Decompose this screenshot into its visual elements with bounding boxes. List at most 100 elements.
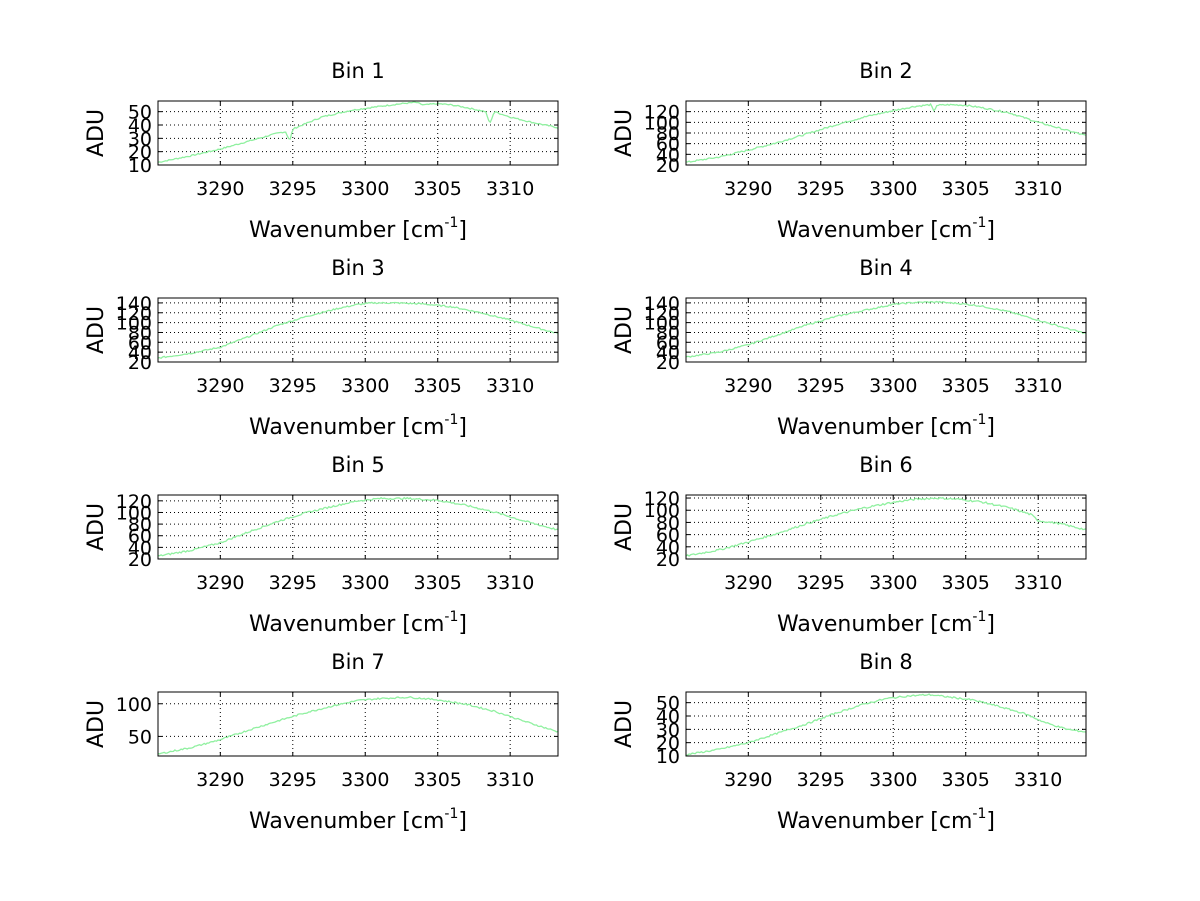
y-axis-label: ADU	[84, 503, 109, 551]
series-line	[157, 496, 559, 557]
x-axis-label: Wavenumber [cm-1]	[777, 412, 995, 440]
series-line	[157, 696, 559, 755]
y-tick-label: 40	[656, 706, 680, 728]
x-tick-label: 3300	[869, 572, 917, 594]
x-tick-label: 3310	[486, 769, 534, 791]
y-tick-label: 10	[656, 746, 680, 768]
y-tick-label: 30	[128, 128, 152, 150]
x-tick-label: 3300	[869, 769, 917, 791]
y-tick-label: 20	[128, 549, 152, 571]
x-tick-label: 3300	[869, 178, 917, 200]
subplot-title: Bin 2	[859, 59, 913, 83]
x-tick-label: 3310	[1014, 375, 1062, 397]
x-tick-label: 3290	[196, 178, 244, 200]
x-tick-label: 3305	[942, 178, 990, 200]
series-line	[685, 496, 1087, 557]
series-line	[685, 693, 1087, 756]
x-tick-label: 3290	[724, 572, 772, 594]
y-tick-label: 80	[128, 322, 152, 344]
x-axis-label: Wavenumber [cm-1]	[777, 215, 995, 243]
y-tick-label: 40	[128, 537, 152, 559]
x-tick-label: 3310	[486, 572, 534, 594]
x-tick-label: 3295	[797, 572, 845, 594]
subplot-bin-7: 3290 3295 3300 3305 3310 50 100 Bin 7 Wavenumber…	[84, 650, 559, 834]
y-tick-label: 80	[656, 512, 680, 534]
y-tick-label: 140	[644, 293, 680, 315]
y-tick-label: 120	[644, 488, 680, 510]
x-axis-label: Wavenumber [cm-1]	[249, 609, 467, 637]
y-tick-label: 80	[656, 123, 680, 145]
x-tick-label: 3295	[269, 769, 317, 791]
y-tick-label: 20	[128, 142, 152, 164]
y-tick-label: 80	[656, 322, 680, 344]
x-tick-label: 3305	[414, 769, 462, 791]
x-tick-label: 3310	[486, 178, 534, 200]
series-line	[157, 101, 559, 163]
plot-frame	[685, 297, 1087, 363]
y-tick-label: 20	[128, 352, 152, 374]
y-tick-label: 20	[656, 155, 680, 177]
y-tick-label: 60	[656, 525, 680, 547]
y-tick-label: 60	[128, 332, 152, 354]
y-axis-label: ADU	[612, 700, 637, 748]
x-tick-label: 3305	[414, 572, 462, 594]
x-axis-label: Wavenumber [cm-1]	[249, 412, 467, 440]
x-axis-label: Wavenumber [cm-1]	[777, 806, 995, 834]
y-tick-label: 100	[116, 313, 152, 335]
y-tick-label: 60	[128, 526, 152, 548]
y-axis-label: ADU	[84, 306, 109, 354]
y-tick-label: 10	[128, 155, 152, 177]
x-tick-label: 3305	[414, 178, 462, 200]
y-tick-label: 120	[116, 303, 152, 325]
x-tick-label: 3295	[797, 178, 845, 200]
series-line	[157, 301, 559, 360]
y-tick-label: 100	[644, 112, 680, 134]
y-axis-label: ADU	[84, 700, 109, 748]
x-tick-label: 3290	[724, 178, 772, 200]
x-tick-label: 3305	[942, 572, 990, 594]
x-tick-label: 3305	[942, 375, 990, 397]
x-tick-label: 3300	[341, 178, 389, 200]
subplot-title: Bin 6	[859, 453, 913, 477]
x-tick-label: 3295	[269, 572, 317, 594]
plot-frame	[685, 494, 1087, 560]
y-tick-label: 20	[656, 549, 680, 571]
y-tick-label: 120	[116, 491, 152, 513]
plot-frame	[157, 100, 559, 166]
x-tick-label: 3310	[486, 375, 534, 397]
y-tick-label: 100	[644, 500, 680, 522]
x-axis-label: Wavenumber [cm-1]	[249, 215, 467, 243]
subplot-title: Bin 3	[331, 256, 385, 280]
plot-frame	[157, 494, 559, 560]
x-tick-label: 3300	[341, 375, 389, 397]
y-tick-label: 60	[656, 134, 680, 156]
x-tick-label: 3300	[341, 572, 389, 594]
y-tick-label: 20	[656, 733, 680, 755]
x-tick-label: 3310	[1014, 572, 1062, 594]
y-tick-label: 30	[656, 719, 680, 741]
y-tick-label: 120	[644, 102, 680, 124]
subplot-title: Bin 5	[331, 453, 385, 477]
subplot-title: Bin 1	[331, 59, 385, 83]
y-tick-label: 50	[128, 102, 152, 124]
series-line	[685, 102, 1087, 163]
x-axis-label: Wavenumber [cm-1]	[777, 609, 995, 637]
y-axis-label: ADU	[612, 306, 637, 354]
x-tick-label: 3290	[724, 769, 772, 791]
x-tick-label: 3305	[414, 375, 462, 397]
y-tick-label: 120	[644, 303, 680, 325]
y-axis-label: ADU	[612, 503, 637, 551]
y-tick-label: 50	[656, 693, 680, 715]
subplot-title: Bin 7	[331, 650, 385, 674]
y-tick-label: 40	[656, 342, 680, 364]
plot-frame	[685, 691, 1087, 757]
x-tick-label: 3300	[869, 375, 917, 397]
y-tick-label: 100	[116, 694, 152, 716]
